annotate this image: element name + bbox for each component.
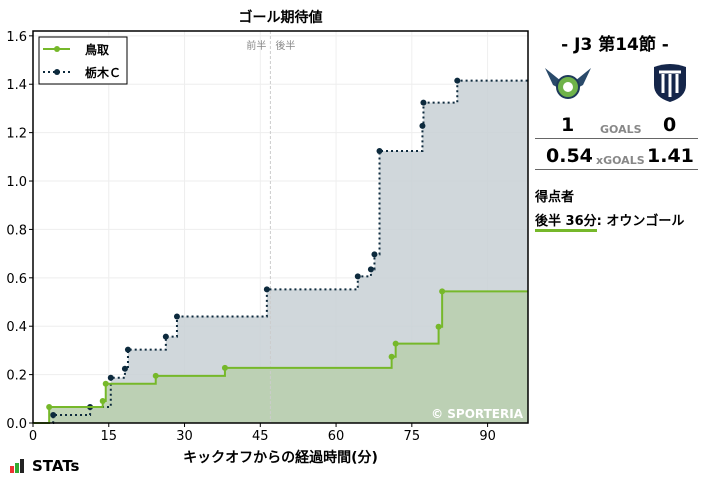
data-point: [439, 288, 446, 295]
data-point: [376, 148, 383, 155]
goals-label: GOALS: [600, 123, 642, 136]
home-team-crest: [545, 68, 591, 99]
data-point: [221, 364, 228, 371]
legend-box: [38, 36, 128, 85]
x-tick-label: 90: [479, 429, 496, 444]
data-point: [50, 412, 57, 419]
x-tick-label: 75: [404, 429, 421, 444]
watermark: © SPORTERIA: [431, 407, 524, 421]
legend-label: 栃木Ｃ: [85, 65, 121, 80]
second-half-label: 後半: [275, 39, 295, 52]
data-point: [162, 333, 169, 340]
data-point: [102, 380, 109, 387]
data-point: [173, 313, 180, 320]
x-tick-label: 45: [252, 429, 269, 444]
data-point: [420, 99, 427, 106]
y-tick-label: 0.6: [6, 272, 27, 287]
data-point: [263, 286, 270, 293]
y-tick-label: 1.2: [6, 127, 27, 142]
x-tick-label: 30: [176, 429, 193, 444]
stats-logo: STATs: [10, 457, 79, 475]
bar-chart-icon: [10, 459, 24, 473]
xg-label: xGOALS: [596, 154, 645, 167]
scorer-time: 後半 36分: [535, 214, 597, 232]
plot-frame: [32, 30, 529, 424]
away-xg: 1.41: [647, 145, 694, 167]
data-point: [435, 323, 442, 330]
data-point: [392, 340, 399, 347]
scorer-name: : オウンゴール: [596, 214, 685, 229]
data-point: [107, 374, 114, 381]
series-area: [33, 291, 528, 423]
data-point: [371, 251, 378, 258]
data-point: [367, 266, 374, 273]
legend-marker: [54, 46, 60, 52]
data-point: [124, 346, 131, 353]
y-tick-label: 0.8: [6, 223, 27, 238]
y-tick-label: 1.4: [6, 78, 27, 93]
data-point: [354, 273, 361, 280]
legend-marker: [54, 69, 60, 75]
y-tick-label: 0.4: [6, 320, 27, 335]
brand-name: STATs: [32, 457, 80, 475]
xgoals-row: 0.54 xGOALS 1.41: [535, 143, 698, 170]
round-title: - J3 第14節 -: [561, 35, 669, 55]
x-tick-label: 60: [328, 429, 345, 444]
data-point: [152, 372, 159, 379]
x-axis-label: キックオフからの経過時間(分): [183, 449, 378, 466]
legend-label: 鳥取: [85, 42, 109, 57]
x-tick-label: 15: [100, 429, 117, 444]
away-team-crest: [654, 64, 686, 102]
y-tick-label: 1.6: [6, 30, 27, 45]
home-xg: 0.54: [546, 145, 593, 167]
data-point: [388, 353, 395, 360]
y-tick-label: 0.2: [6, 369, 27, 384]
data-point: [454, 77, 461, 84]
data-point: [46, 404, 53, 411]
scorer-entry: 後半 36分: オウンゴール: [535, 210, 685, 232]
first-half-label: 前半: [246, 39, 266, 52]
away-goals: 0: [663, 114, 677, 136]
chart-title: ゴール期待値: [239, 9, 323, 26]
series-area: [33, 80, 528, 424]
y-tick-label: 1.0: [6, 175, 27, 190]
data-point: [419, 122, 426, 129]
goals-row: 1 GOALS 0: [535, 112, 698, 139]
home-goals: 1: [561, 114, 575, 136]
x-tick-label: 0: [29, 429, 37, 444]
y-tick-label: 0.0: [6, 417, 27, 432]
scorers-title: 得点者: [535, 190, 575, 205]
data-point: [121, 365, 128, 372]
data-point: [99, 397, 106, 404]
